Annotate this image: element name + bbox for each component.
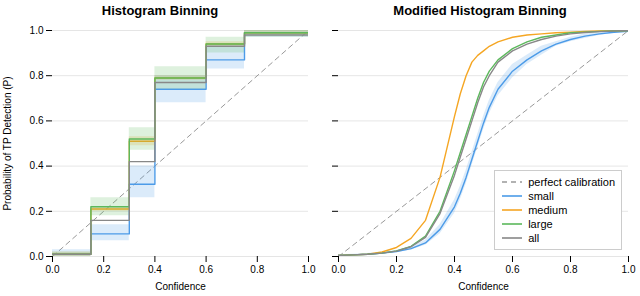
svg-text:0.6: 0.6 bbox=[506, 264, 520, 275]
svg-text:0.2: 0.2 bbox=[30, 206, 44, 217]
html-text:all: all bbox=[528, 232, 540, 244]
svg-text:0.0: 0.0 bbox=[30, 251, 44, 262]
html-text:small: small bbox=[528, 190, 554, 202]
html-text:Histogram Binning: Histogram Binning bbox=[101, 3, 219, 18]
svg-text:0.0: 0.0 bbox=[332, 264, 346, 275]
svg-text:0.4: 0.4 bbox=[30, 160, 44, 171]
html-text:perfect calibration: perfect calibration bbox=[528, 176, 615, 188]
svg-text:0.8: 0.8 bbox=[30, 70, 44, 81]
svg-text:0.8: 0.8 bbox=[250, 264, 264, 275]
svg-text:1.0: 1.0 bbox=[622, 264, 636, 275]
svg-text:Confidence: Confidence bbox=[458, 281, 509, 292]
html-text:medium: medium bbox=[528, 204, 568, 216]
svg-text:Confidence: Confidence bbox=[155, 281, 206, 292]
html-text:Modified Histogram Binning: Modified Histogram Binning bbox=[393, 3, 567, 18]
svg-text:0.4: 0.4 bbox=[148, 264, 162, 275]
svg-text:0.2: 0.2 bbox=[390, 264, 404, 275]
svg-text:0.6: 0.6 bbox=[30, 115, 44, 126]
svg-text:Probability of TP Detection (P: Probability of TP Detection (P) bbox=[2, 76, 13, 210]
html-text:large: large bbox=[528, 218, 553, 230]
svg-text:0.0: 0.0 bbox=[46, 264, 60, 275]
svg-text:1.0: 1.0 bbox=[30, 25, 44, 36]
svg-text:0.2: 0.2 bbox=[97, 264, 111, 275]
svg-text:0.6: 0.6 bbox=[199, 264, 213, 275]
svg-text:0.4: 0.4 bbox=[448, 264, 462, 275]
svg-text:1.0: 1.0 bbox=[302, 264, 316, 275]
svg-text:0.8: 0.8 bbox=[564, 264, 578, 275]
